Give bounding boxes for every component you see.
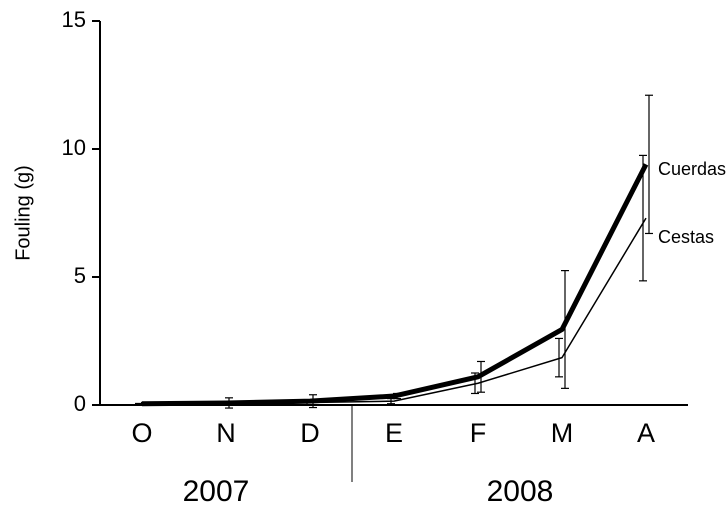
x-tick-label: F [470,418,487,448]
series-label: Cuerdas [658,159,726,179]
y-axis-label: Fouling (g) [12,165,34,261]
y-tick-label: 10 [62,135,86,160]
x-tick-label: M [551,418,574,448]
x-tick-label: E [385,418,403,448]
x-tick-label: N [216,418,236,448]
x-group-label: 2008 [487,475,554,508]
series-label: Cestas [658,227,714,247]
y-tick-label: 15 [62,7,86,32]
series-line [141,163,649,407]
y-tick-label: 0 [74,391,86,416]
x-tick-label: A [637,418,655,448]
x-tick-label: D [300,418,320,448]
x-tick-label: O [131,418,152,448]
x-group-label: 2007 [183,475,250,508]
series-line [141,217,647,405]
y-tick-label: 5 [74,263,86,288]
